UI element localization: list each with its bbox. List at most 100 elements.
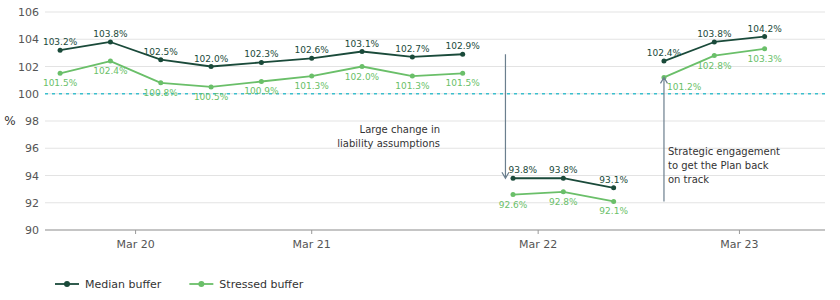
point (661, 59, 666, 64)
data-label: 93.8% (508, 165, 537, 175)
y-tick-label: 90 (25, 224, 39, 237)
data-label: 102.0% (345, 72, 380, 82)
point (309, 74, 314, 79)
y-axis-label: % (4, 114, 15, 128)
data-labels: 103.2% 103.8% 102.5% 102.0% 102.3% 102.6% 103.… (43, 24, 782, 217)
data-label: 93.1% (599, 175, 628, 185)
x-tick-label: Mar 20 (116, 238, 154, 251)
x-tick-label: Mar 23 (720, 238, 758, 251)
data-label: 102.5% (144, 47, 179, 57)
y-tick-label: 100 (18, 88, 39, 101)
point (259, 60, 264, 65)
grid-line (45, 121, 825, 122)
y-tick-label: 104 (18, 33, 39, 46)
point (209, 64, 214, 69)
x-tick-label: Mar 22 (519, 238, 557, 251)
legend-item: Stressed buffer (189, 278, 303, 291)
data-label: 103.3% (747, 54, 782, 64)
y-axis: 9092949698100102104106% (4, 6, 39, 237)
point (259, 79, 264, 84)
x-tick (135, 230, 136, 234)
data-label: 103.1% (345, 39, 380, 49)
data-label: 101.5% (446, 78, 481, 88)
data-label: 92.6% (499, 200, 528, 210)
data-label: 101.3% (295, 81, 330, 91)
annotation-line: Large change in (360, 124, 440, 135)
legend-marker (64, 281, 70, 287)
y-tick-label: 106 (18, 6, 39, 19)
x-tick-label: Mar 21 (293, 238, 331, 251)
point (611, 199, 616, 204)
data-label: 92.8% (549, 197, 578, 207)
data-label: 101.2% (667, 82, 702, 92)
data-label: 103.8% (697, 29, 732, 39)
annotation-line: liability assumptions (337, 138, 440, 149)
point (460, 71, 465, 76)
data-label: 102.8% (697, 61, 732, 71)
point (561, 189, 566, 194)
grid-line (45, 230, 825, 231)
data-label: 102.0% (194, 54, 229, 64)
data-label: 103.2% (43, 37, 78, 47)
annotation-line: on track (668, 174, 709, 185)
point (762, 34, 767, 39)
point (410, 74, 415, 79)
chart-container: 9092949698100102104106%Mar 20Mar 21Mar 2… (0, 0, 840, 300)
point (762, 46, 767, 51)
y-tick-label: 94 (25, 170, 39, 183)
point (108, 39, 113, 44)
annotation-arrow (660, 77, 667, 201)
grid-line (45, 12, 825, 13)
legend-marker (198, 281, 204, 287)
point (410, 54, 415, 59)
legend: Median buffer Stressed buffer (55, 278, 304, 291)
data-label: 104.2% (747, 24, 782, 34)
annotation: Strategic engagement to get the Plan back… (668, 146, 780, 185)
data-label: 103.8% (93, 29, 128, 39)
series-line (60, 37, 765, 188)
x-axis: Mar 20 Mar 21 Mar 22 Mar 23 (45, 230, 825, 251)
point (460, 52, 465, 57)
point (108, 59, 113, 64)
x-axis-line (45, 230, 825, 231)
point (561, 176, 566, 181)
series-line (60, 49, 765, 202)
point (158, 57, 163, 62)
y-tick-label: 96 (25, 142, 39, 155)
data-label: 102.6% (295, 45, 330, 55)
data-label: 101.5% (43, 78, 78, 88)
chart-svg: 9092949698100102104106%Mar 20Mar 21Mar 2… (0, 0, 840, 300)
point (511, 192, 516, 197)
plot-area (45, 34, 825, 204)
data-label: 102.9% (446, 41, 481, 51)
y-tick-label: 98 (25, 115, 39, 128)
data-label: 100.9% (244, 86, 279, 96)
point (611, 185, 616, 190)
annotation: Large change in liability assumptions (337, 124, 440, 149)
point (712, 53, 717, 58)
point (360, 49, 365, 54)
legend-item: Median buffer (55, 278, 162, 291)
grid (45, 12, 825, 230)
point (511, 176, 516, 181)
grid-line (45, 202, 825, 203)
legend-label: Stressed buffer (219, 278, 303, 291)
point (360, 64, 365, 69)
x-tick (739, 230, 740, 234)
legend-label: Median buffer (85, 278, 162, 291)
point (58, 71, 63, 76)
x-tick (311, 230, 312, 234)
annotation-line: to get the Plan back (668, 160, 769, 171)
point (209, 84, 214, 89)
point (58, 48, 63, 53)
point (712, 39, 717, 44)
y-tick-label: 102 (18, 61, 39, 74)
annotation-line: Strategic engagement (668, 146, 780, 157)
data-label: 102.4% (647, 48, 682, 58)
x-tick (538, 230, 539, 234)
data-label: 102.7% (395, 44, 430, 54)
point (309, 56, 314, 61)
data-label: 92.1% (599, 206, 628, 216)
data-label: 102.3% (244, 49, 279, 59)
data-label: 100.8% (144, 88, 179, 98)
